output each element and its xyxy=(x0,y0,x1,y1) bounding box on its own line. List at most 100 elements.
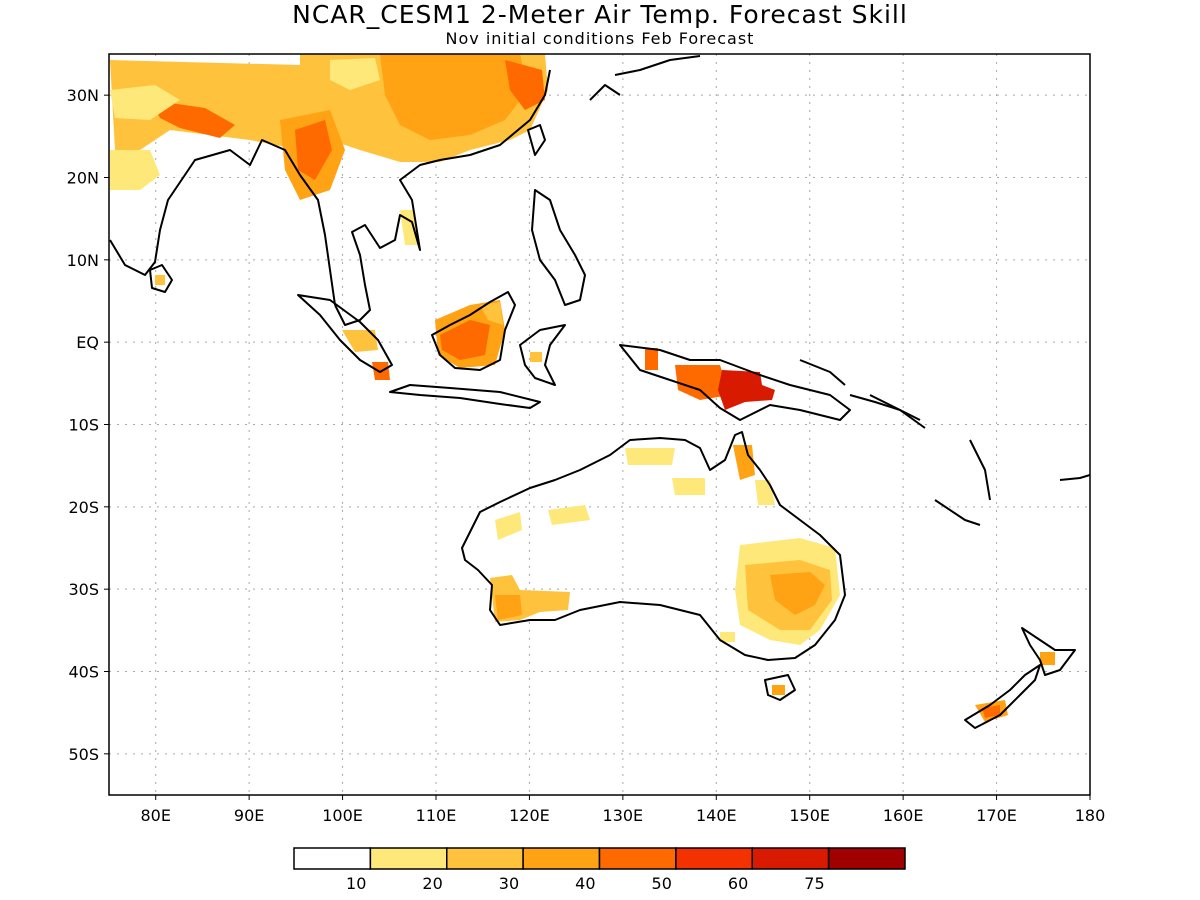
coast-nz-north xyxy=(1021,627,1076,676)
colorbar-bin xyxy=(827,847,906,870)
fill-nz-north xyxy=(1040,652,1055,665)
colorbar-label: 40 xyxy=(575,874,595,893)
coast-ceylon xyxy=(149,264,173,293)
lat-tick-label: 50S xyxy=(68,745,99,764)
lon-tick-label: 120E xyxy=(509,806,550,825)
lon-tick-label: 150E xyxy=(789,806,830,825)
colorbar-label: 50 xyxy=(652,874,672,893)
coast-sulawesi xyxy=(519,324,566,386)
fill-tibet-band xyxy=(110,60,320,150)
colorbar-label: 30 xyxy=(499,874,519,893)
lon-tick-label: 110E xyxy=(416,806,457,825)
skill-fields xyxy=(110,54,1055,722)
fill-myanmar-core xyxy=(295,120,332,180)
lat-tick-label: 30S xyxy=(68,580,99,599)
lon-tick-label: 140E xyxy=(696,806,737,825)
region-north-australia xyxy=(495,445,775,540)
coast-burma xyxy=(299,174,336,306)
coast-java xyxy=(389,384,541,409)
chart-title: NCAR_CESM1 2-Meter Air Temp. Forecast Sk… xyxy=(292,0,908,29)
coast-png-islands xyxy=(799,359,926,429)
fill-png-outer xyxy=(675,365,730,400)
lat-tick-label: 10S xyxy=(68,416,99,435)
region-myanmar xyxy=(280,110,345,200)
colorbar-labels: 10 20 30 40 50 60 75 xyxy=(346,874,825,893)
fill-pilbara xyxy=(495,512,522,540)
coast-taiwan xyxy=(527,124,546,156)
coast-borneo xyxy=(431,291,516,371)
fill-png-core xyxy=(718,370,775,410)
coast-india xyxy=(109,139,301,276)
fill-top-central xyxy=(672,478,705,495)
colorbar-bin xyxy=(293,847,372,870)
colorbar-bin xyxy=(751,847,830,870)
lat-tick-label: 40S xyxy=(68,663,99,682)
coast-nz-south xyxy=(964,664,1041,729)
fill-arnhem xyxy=(625,448,675,465)
region-himalaya xyxy=(110,60,320,150)
chart-subtitle: Nov initial conditions Feb Forecast xyxy=(445,29,755,48)
lat-tick-label: EQ xyxy=(76,333,99,352)
colorbar xyxy=(293,847,906,870)
region-southwest-australia xyxy=(490,575,570,622)
lon-tick-label: 80E xyxy=(140,806,170,825)
lon-tick-label: 180 xyxy=(1075,806,1106,825)
latitude-axis: 30N 20N 10N EQ 10S 20S 30S 40S 50S xyxy=(67,86,109,764)
region-new-guinea xyxy=(645,348,775,410)
fill-victoria xyxy=(720,632,735,642)
fill-cape-york xyxy=(733,445,755,480)
fill-tasmania xyxy=(772,685,785,695)
coastlines xyxy=(109,55,1090,729)
fill-png-edge xyxy=(645,348,658,370)
coast-fiji xyxy=(1059,474,1090,481)
lat-tick-label: 30N xyxy=(67,86,99,105)
lon-tick-label: 90E xyxy=(234,806,264,825)
gridlines xyxy=(109,54,1090,795)
lon-tick-label: 160E xyxy=(883,806,924,825)
coast-tasmania xyxy=(764,674,796,701)
coast-sumatra xyxy=(297,294,393,373)
colorbar-label: 60 xyxy=(728,874,748,893)
fill-sw-core xyxy=(495,595,522,620)
coast-korea-japan xyxy=(589,55,701,101)
lon-tick-label: 130E xyxy=(603,806,644,825)
region-india xyxy=(110,150,418,285)
coast-solomons xyxy=(869,394,991,526)
fill-nsw-core xyxy=(770,572,825,615)
colorbar-label: 75 xyxy=(804,874,824,893)
lat-tick-label: 20N xyxy=(67,169,99,188)
fill-china-core xyxy=(380,54,528,140)
fill-sumatra xyxy=(342,330,378,352)
fill-borneo-edge xyxy=(480,302,503,325)
fill-india-north xyxy=(110,85,180,120)
lat-tick-label: 10N xyxy=(67,251,99,270)
fill-himalaya-core xyxy=(150,100,235,138)
colorbar-bin xyxy=(598,847,677,870)
region-china xyxy=(300,54,548,162)
colorbar-bin xyxy=(675,847,753,870)
colorbar-label: 10 xyxy=(346,874,366,893)
lon-tick-label: 100E xyxy=(322,806,363,825)
fill-borneo-core xyxy=(440,320,490,360)
region-new-zealand xyxy=(975,652,1055,722)
fill-sulawesi xyxy=(530,352,542,362)
fill-ceylon xyxy=(155,275,165,285)
colorbar-label: 20 xyxy=(422,874,442,893)
coast-australia xyxy=(461,431,846,661)
fill-china-north xyxy=(330,58,380,90)
lat-tick-label: 20S xyxy=(68,498,99,517)
coast-philippines xyxy=(531,189,586,306)
fill-china-east xyxy=(505,60,545,110)
colorbar-bin xyxy=(369,847,448,870)
coast-new-guinea xyxy=(619,344,851,421)
longitude-axis: 80E 90E 100E 110E 120E 130E 140E 150E 160E 170E 18… xyxy=(140,795,1105,825)
lon-tick-label: 170E xyxy=(976,806,1017,825)
coast-malay xyxy=(334,69,551,326)
colorbar-bin xyxy=(446,847,524,870)
fill-central xyxy=(548,505,590,525)
region-east-australia xyxy=(720,538,840,695)
colorbar-bin xyxy=(522,847,601,870)
fill-india-west xyxy=(110,150,160,190)
region-borneo xyxy=(435,300,505,368)
